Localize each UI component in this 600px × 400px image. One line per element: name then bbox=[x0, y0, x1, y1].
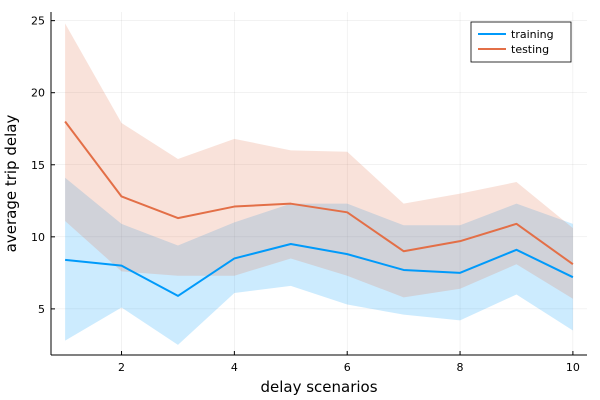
legend-label-training: training bbox=[511, 28, 554, 41]
y-axis-label: average trip delay bbox=[2, 115, 20, 253]
line-testing bbox=[64, 120, 574, 266]
x-tick-label: 6 bbox=[344, 361, 351, 374]
axes bbox=[50, 12, 587, 356]
legend: training testing bbox=[470, 21, 572, 63]
grid bbox=[51, 12, 587, 355]
legend-label-testing: testing bbox=[511, 43, 549, 56]
y-tick-label: 10 bbox=[31, 231, 45, 244]
y-tick-label: 5 bbox=[38, 303, 45, 316]
x-tick-label: 10 bbox=[566, 361, 580, 374]
confidence-bands bbox=[65, 23, 573, 345]
band-training bbox=[65, 177, 573, 345]
x-axis-label: delay scenarios bbox=[260, 378, 377, 396]
y-tick-label: 15 bbox=[31, 159, 45, 172]
band-testing bbox=[65, 23, 573, 299]
series-lines bbox=[64, 120, 574, 297]
tick-labels: 2 4 6 8 10 5 10 15 20 25 bbox=[31, 15, 580, 374]
x-tick-label: 2 bbox=[118, 361, 125, 374]
line-training bbox=[65, 243, 574, 297]
y-tick-label: 25 bbox=[31, 15, 45, 28]
x-tick-label: 8 bbox=[457, 361, 464, 374]
legend-box bbox=[470, 21, 572, 63]
x-tick-label: 4 bbox=[231, 361, 238, 374]
y-tick-label: 20 bbox=[31, 87, 45, 100]
